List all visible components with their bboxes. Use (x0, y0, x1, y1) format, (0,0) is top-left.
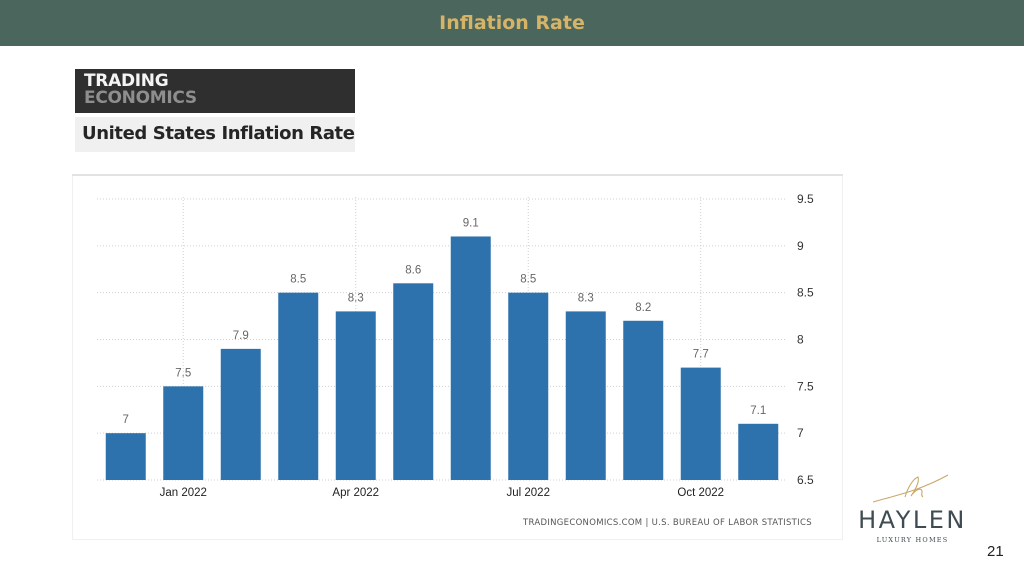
bar (335, 311, 376, 480)
slide-title: Inflation Rate (439, 12, 585, 34)
bar (565, 311, 606, 480)
data-label: 8.3 (348, 292, 364, 304)
data-label: 7.1 (750, 405, 766, 417)
bar (450, 236, 491, 480)
bar (220, 348, 261, 480)
inflation-bar-chart: 6.5 7 7.5 8 8.5 9 9.5 Jan 2022 Apr 2022 Jul 2022 O… (97, 192, 814, 499)
y-tick-label: 8.5 (797, 286, 814, 300)
y-tick-label: 7.5 (797, 379, 814, 393)
chart-source: TRADINGECONOMICS.COM | U.S. BUREAU OF LA… (523, 518, 812, 528)
logo-line-1: TRADING (84, 71, 169, 91)
x-tick-label: Oct 2022 (677, 487, 724, 499)
brand-tagline: LUXURY HOMES (876, 536, 949, 544)
logo-line-2: ECONOMICS (84, 88, 197, 108)
data-label: 9.1 (463, 217, 479, 229)
x-tick-label: Jan 2022 (160, 487, 207, 499)
chart-frame: 6.5 7 7.5 8 8.5 9 9.5 Jan 2022 Apr 2022 Jul 2022 O… (72, 174, 843, 540)
y-tick-label: 7 (797, 426, 804, 440)
data-label: 7.5 (175, 367, 191, 379)
data-label: 7.9 (233, 330, 249, 342)
data-label: 8.3 (578, 292, 594, 304)
y-tick-label: 9 (797, 239, 804, 253)
data-label: 8.6 (405, 264, 421, 276)
header-bar: Inflation Rate (0, 0, 1024, 46)
bar (105, 433, 146, 480)
data-label: 7.7 (693, 349, 709, 361)
data-label: 7 (123, 414, 129, 426)
data-label: 8.2 (635, 302, 651, 314)
y-tick-label: 9.5 (797, 192, 814, 206)
trading-economics-logo: TRADING ECONOMICS (75, 69, 355, 113)
chart-heading: United States Inflation Rate (75, 117, 355, 152)
bar (508, 292, 549, 480)
bar (680, 367, 721, 480)
haylen-monogram-icon (872, 474, 949, 503)
y-tick-label: 6.5 (797, 473, 814, 487)
bar (623, 320, 664, 480)
x-tick-label: Jul 2022 (507, 487, 550, 499)
bar (278, 292, 319, 480)
y-tick-label: 8 (797, 333, 804, 347)
data-label: 8.5 (290, 274, 306, 286)
x-tick-label: Apr 2022 (332, 487, 379, 499)
data-label: 8.5 (520, 274, 536, 286)
bar (163, 386, 204, 480)
brand-name: HAYLEN (858, 506, 967, 534)
bar (738, 423, 779, 480)
page-number: 21 (987, 543, 1004, 560)
bar (393, 283, 434, 480)
haylen-logo: HAYLEN LUXURY HOMES (845, 470, 980, 550)
